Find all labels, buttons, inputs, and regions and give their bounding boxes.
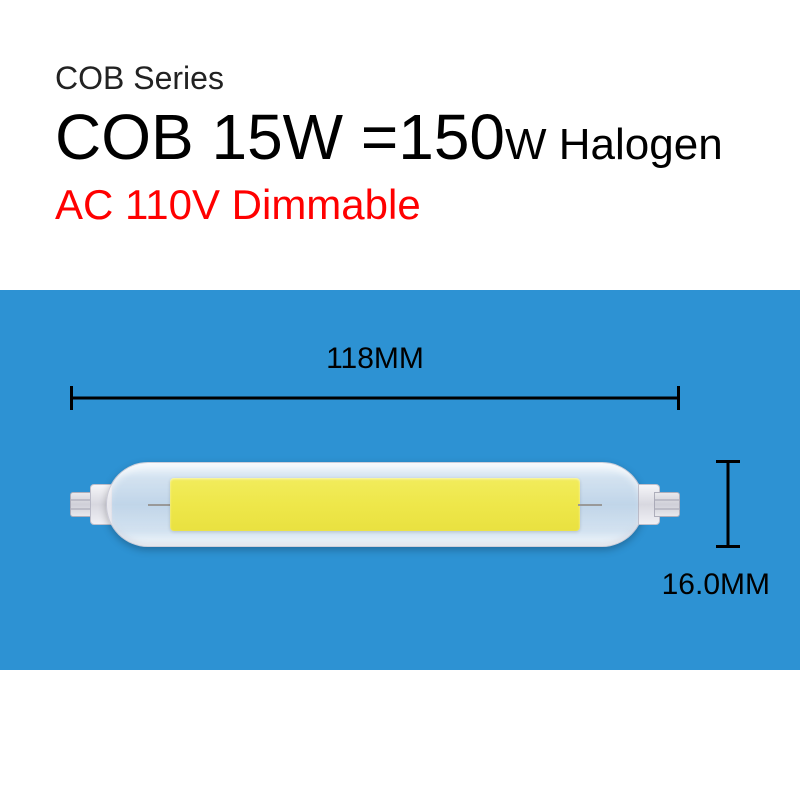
bulb-pin-right-icon xyxy=(654,492,680,517)
height-dimension-label: 16.0MM xyxy=(662,568,770,602)
bulb-cob-strip-icon xyxy=(170,478,580,531)
height-dimension xyxy=(716,460,740,548)
title-w-unit: W xyxy=(505,120,547,169)
series-label: COB Series xyxy=(55,60,800,97)
ruler-cap-icon xyxy=(716,545,740,548)
ruler-bar-icon xyxy=(70,397,680,400)
title-halogen-number: 150 xyxy=(398,101,505,173)
width-ruler-line xyxy=(70,386,680,410)
title-cob-wattage: COB 15W xyxy=(55,101,343,173)
bulb-wire-icon xyxy=(578,504,602,506)
bulb-wire-icon xyxy=(148,504,172,506)
led-bulb-illustration xyxy=(70,462,680,547)
title-equals: = xyxy=(343,101,398,173)
product-diagram: 118MM 16.0MM xyxy=(0,290,800,670)
header-block: COB Series COB 15W =150W Halogen AC 110V… xyxy=(0,0,800,229)
title-halogen-word: Halogen xyxy=(547,120,723,169)
width-dimension: 118MM xyxy=(70,342,680,410)
main-title: COB 15W =150W Halogen xyxy=(55,105,800,169)
ruler-bar-icon xyxy=(727,460,730,548)
voltage-dimmable-label: AC 110V Dimmable xyxy=(55,181,800,229)
width-dimension-label: 118MM xyxy=(70,342,680,376)
ruler-cap-icon xyxy=(677,386,680,410)
